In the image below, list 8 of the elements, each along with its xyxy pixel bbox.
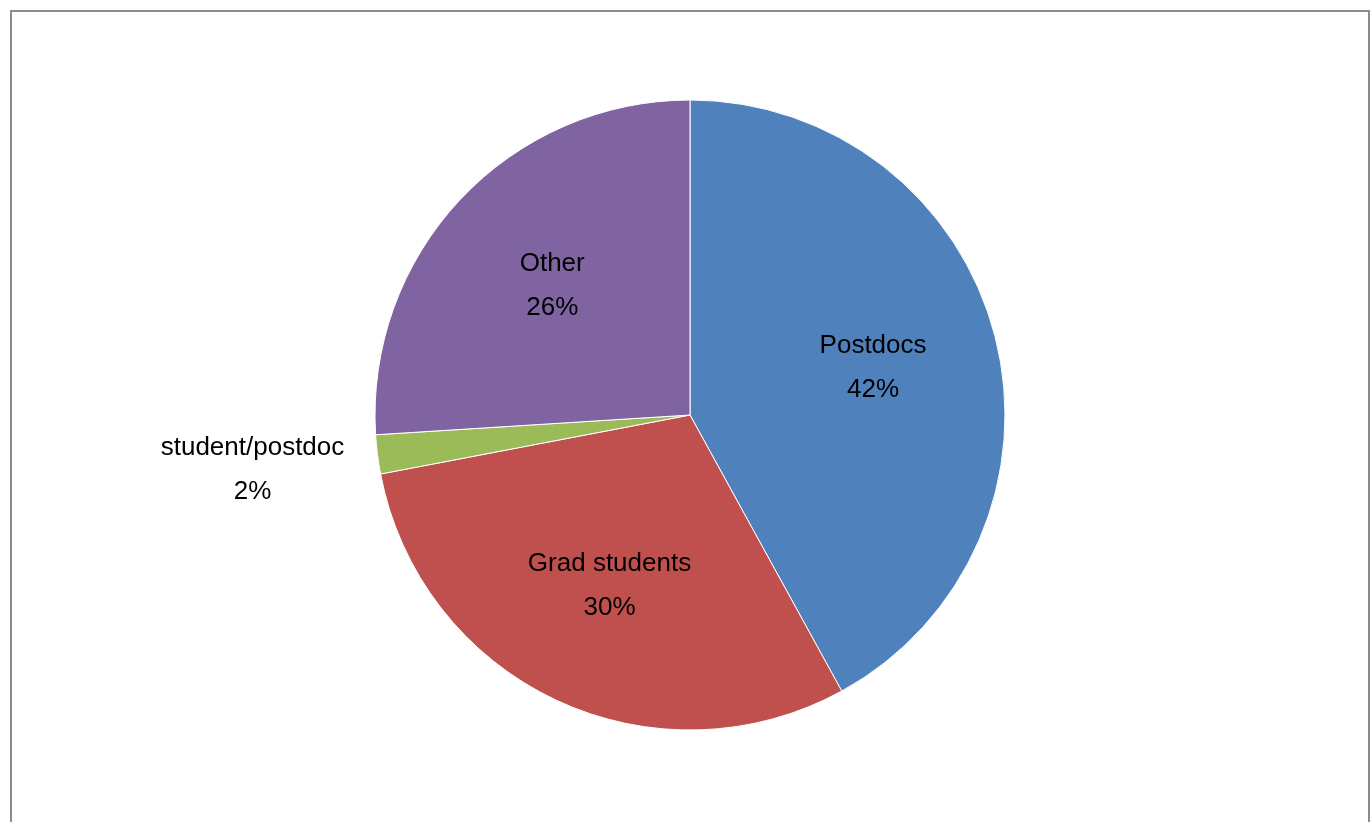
slice-label: Postdocs — [819, 329, 927, 360]
slice-label: student/postdoc — [160, 431, 345, 462]
slice-label: Other — [519, 246, 586, 277]
data-label: 42% — [847, 373, 900, 404]
data-label: 2% — [233, 475, 272, 506]
slice-label: Grad students — [527, 547, 692, 578]
data-label: 26% — [526, 290, 579, 321]
data-label: 30% — [583, 591, 636, 622]
